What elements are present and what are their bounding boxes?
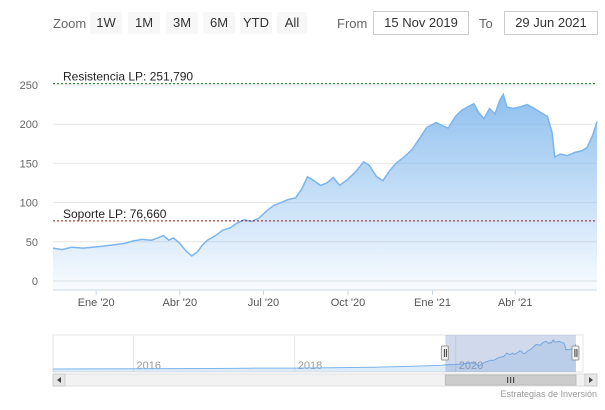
range-all-button[interactable]: All [277, 12, 307, 34]
y-tick-label: 100 [20, 198, 38, 210]
to-label: To [479, 16, 493, 31]
y-tick-label: 50 [26, 237, 38, 249]
series-line [52, 92, 598, 257]
navigator-tick-label: 2018 [298, 360, 322, 372]
navigator-line [52, 338, 577, 370]
chevron-right-icon [589, 377, 593, 383]
x-tick-label: Ene '20 [78, 297, 115, 309]
series-area [53, 94, 597, 291]
range-selector-toolbar: Zoom 1W 1M 3M 6M YTD All From 15 Nov 201… [0, 0, 605, 44]
zoom-label: Zoom [53, 16, 87, 31]
navigator-selection [445, 335, 576, 372]
support-label: Soporte LP: 76,660 [63, 207, 167, 221]
chevron-left-icon [57, 377, 61, 383]
navigator-area [53, 339, 576, 372]
from-label: From [337, 16, 368, 31]
range-ytd-button[interactable]: YTD [240, 12, 272, 34]
x-tick-label: Jul '20 [248, 297, 279, 309]
x-tick-label: Oct '20 [331, 297, 366, 309]
y-tick-label: 200 [20, 119, 38, 131]
x-tick-label: Abr '21 [498, 297, 533, 309]
y-tick-label: 250 [20, 80, 38, 92]
y-tick-label: 0 [32, 276, 38, 288]
navigator-frame [52, 334, 584, 373]
range-3m-button[interactable]: 3M [166, 12, 198, 34]
from-date-input[interactable]: 15 Nov 2019 [373, 11, 469, 35]
x-tick-label: Ene '21 [414, 297, 451, 309]
range-1w-button[interactable]: 1W [90, 12, 122, 34]
range-1m-button[interactable]: 1M [128, 12, 160, 34]
resistance-label: Resistencia LP: 251,790 [63, 70, 193, 84]
to-date-input[interactable]: 29 Jun 2021 [504, 11, 598, 35]
y-tick-label: 150 [20, 158, 38, 170]
x-tick-label: Abr '20 [163, 297, 198, 309]
range-6m-button[interactable]: 6M [203, 12, 235, 34]
credit-text: Estrategias de Inversión [500, 389, 597, 399]
